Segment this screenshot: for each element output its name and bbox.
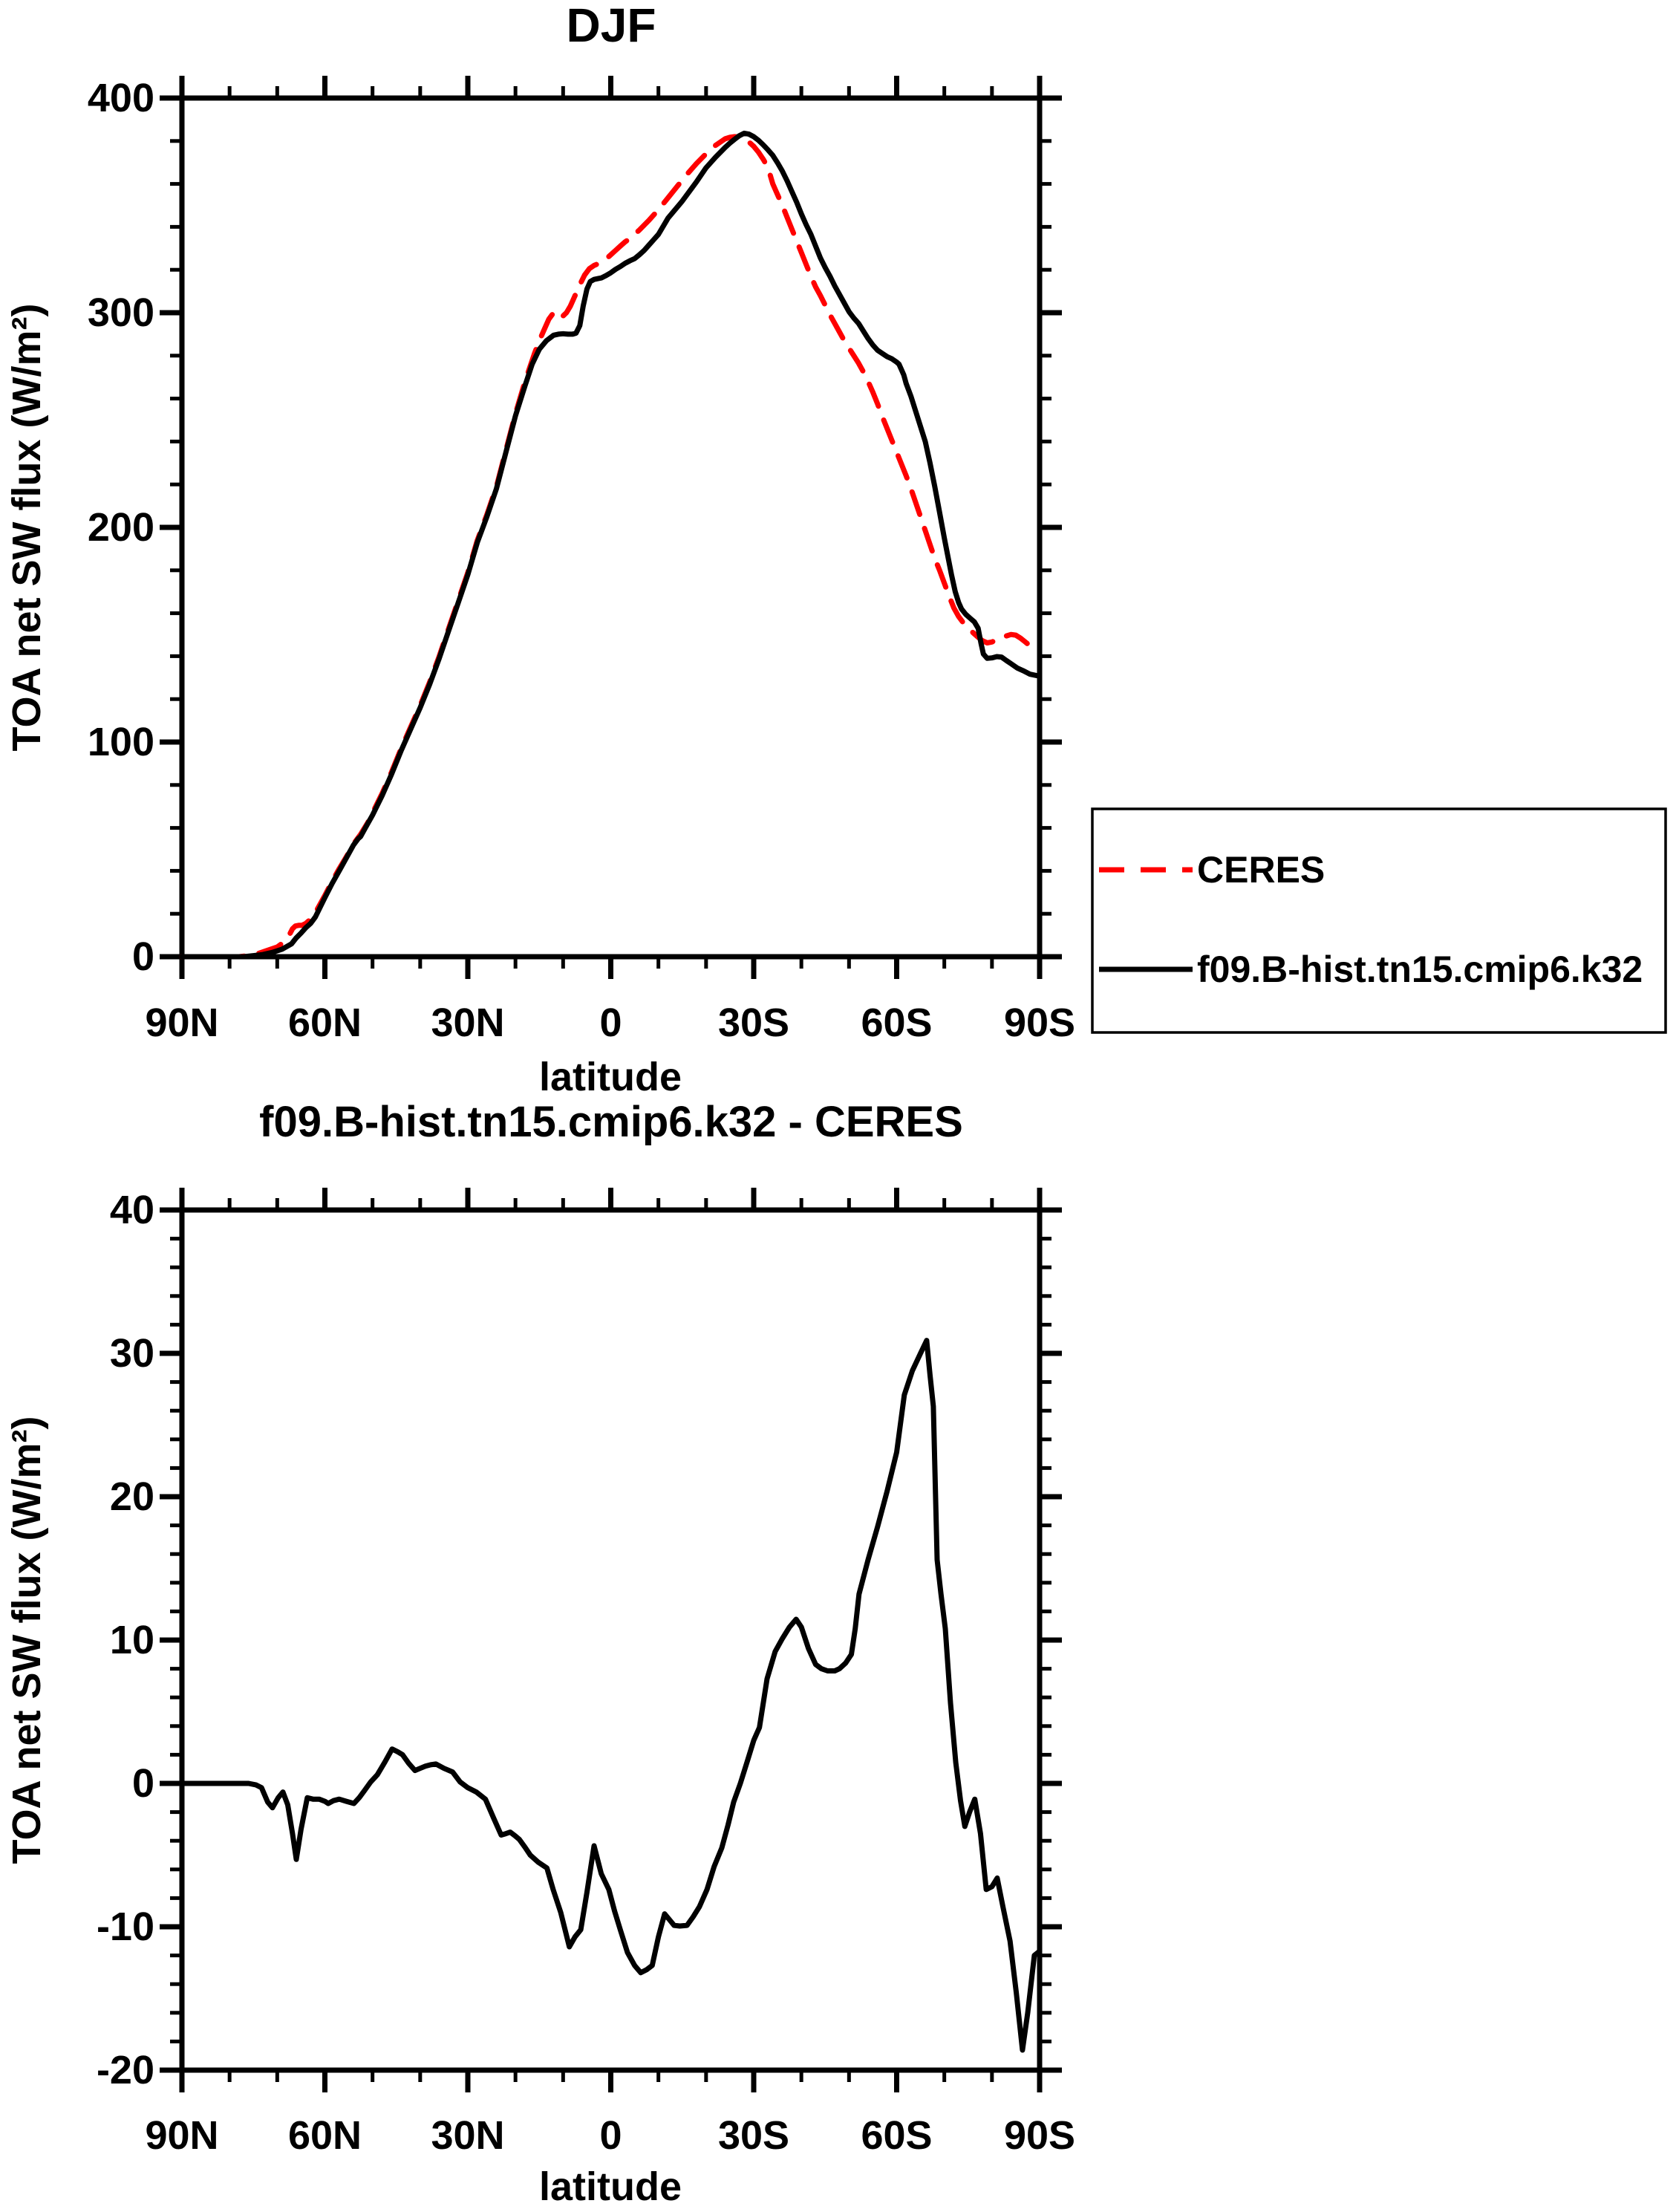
top-x-tick-label: 60S	[861, 1001, 933, 1045]
diff-curve	[179, 1338, 1043, 2053]
top-x-axis-label: latitude	[538, 1055, 682, 1099]
top-y-axis-label: TOA net SW flux (W/m²)	[4, 303, 49, 752]
legend-label-model: f09.B-hist.tn15.cmip6.k32	[1197, 949, 1643, 990]
model-curve	[179, 130, 1043, 960]
plot-frame	[179, 1207, 1043, 2073]
top-x-tick-label: 60N	[287, 1001, 362, 1045]
bottom-x-tick-label: 30S	[717, 2113, 790, 2158]
bottom-y-tick-label: -20	[96, 2048, 154, 2092]
bottom-x-tick-label: 0	[599, 2113, 622, 2158]
bottom-x-tick-label: 60N	[287, 2113, 362, 2158]
legend-box	[1091, 807, 1667, 1034]
bottom-panel-title: f09.B-hist.tn15.cmip6.k32 - CERES	[259, 1098, 963, 1146]
top-y-tick-label: 100	[87, 720, 154, 764]
top-x-tick-label: 90N	[145, 1001, 219, 1045]
bottom-x-tick-label: 60S	[861, 2113, 933, 2158]
top-x-tick-label: 30N	[431, 1001, 505, 1045]
plot-frame	[179, 95, 1043, 960]
top-y-tick-label: 0	[131, 934, 154, 979]
bottom-y-tick-label: 40	[109, 1188, 154, 1232]
bottom-y-tick-label: 0	[131, 1761, 154, 1806]
bottom-x-tick-label: 90N	[145, 2113, 219, 2158]
top-x-tick-label: 0	[599, 1001, 622, 1045]
bottom-x-tick-label: 30N	[431, 2113, 505, 2158]
bottom-y-tick-label: 10	[109, 1618, 154, 1662]
bottom-x-tick-label: 90S	[1003, 2113, 1076, 2158]
bottom-x-axis-label: latitude	[538, 2164, 682, 2209]
legend-label-ceres: CERES	[1197, 849, 1326, 891]
top-y-tick-label: 300	[87, 290, 154, 335]
bottom-y-axis-label: TOA net SW flux (W/m²)	[4, 1416, 49, 1864]
bottom-y-tick-label: 30	[109, 1331, 154, 1376]
bottom-y-tick-label: 20	[109, 1474, 154, 1519]
bottom-y-tick-label: -10	[96, 1904, 154, 1949]
top-panel-title: DJF	[566, 0, 656, 52]
top-x-tick-label: 90S	[1003, 1001, 1076, 1045]
top-y-tick-label: 400	[87, 76, 154, 120]
ceres-curve	[179, 134, 1043, 960]
top-x-tick-label: 30S	[717, 1001, 790, 1045]
top-y-tick-label: 200	[87, 505, 154, 550]
